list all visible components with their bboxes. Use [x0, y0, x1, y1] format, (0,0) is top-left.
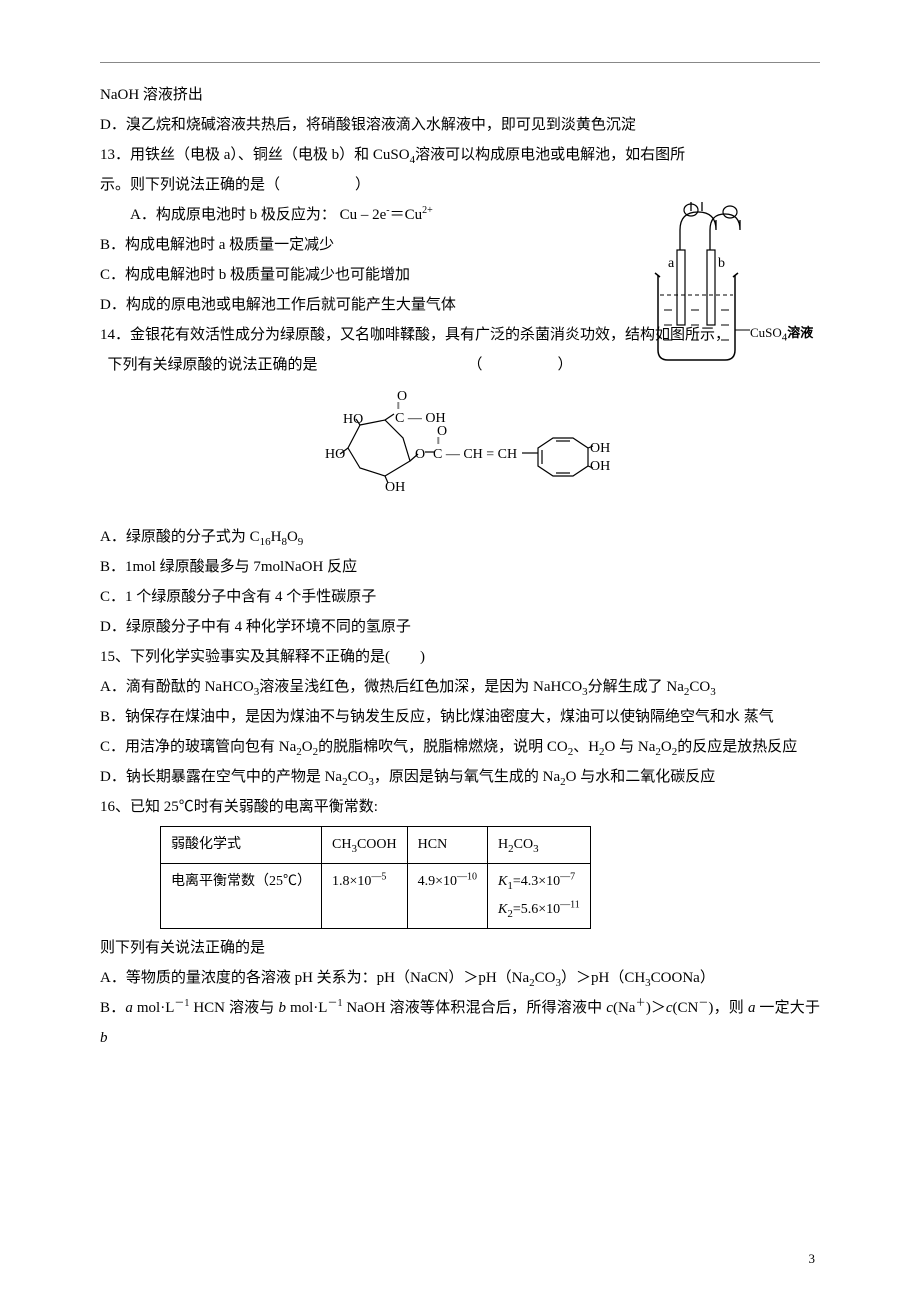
text: 一定大于 — [755, 1000, 820, 1016]
text: 示。则下列说法正确的是（ — [100, 177, 280, 193]
text: (CN — [673, 1000, 699, 1016]
q14-option-d: D．绿原酸分子中有 4 种化学环境不同的氢原子 — [100, 612, 820, 642]
text: COONa） — [651, 970, 715, 986]
text: A．等物质的量浓度的各溶液 pH 关系为：pH（NaCN）＞pH（Na — [100, 970, 529, 986]
continuation-line: NaOH 溶液挤出 — [100, 80, 820, 110]
text: C．用洁净的玻璃管向包有 Na — [100, 739, 296, 755]
q15-option-d: D．钠长期暴露在空气中的产物是 Na2CO3，原因是钠与氧气生成的 Na2O 与… — [100, 762, 820, 792]
text: mol·L — [286, 1000, 327, 1016]
text: 分解生成了 Na — [588, 679, 684, 695]
text: O 与水和二氧化碳反应 — [566, 769, 716, 785]
q16-option-b: B．a mol·L－1 HCN 溶液与 b mol·L－1 NaOH 溶液等体积… — [100, 993, 820, 1053]
text: O — [302, 739, 313, 755]
q13-stem-line2: 示。则下列说法正确的是（ ） — [100, 170, 820, 200]
text: A．绿原酸的分子式为 C — [100, 529, 260, 545]
q16-option-a: A．等物质的量浓度的各溶液 pH 关系为：pH（NaCN）＞pH（Na2CO3）… — [100, 963, 820, 993]
var-b: b — [279, 1000, 287, 1016]
table-cell: K1=4.3×10—7 K2=5.6×10—11 — [488, 863, 591, 928]
text: B． — [100, 1000, 125, 1016]
table-row: 弱酸化学式 CH3COOH HCN H2CO3 — [161, 826, 591, 863]
text: ） — [355, 177, 370, 193]
table-cell: 弱酸化学式 — [161, 826, 322, 863]
text: CO — [689, 679, 710, 695]
var-c: c — [666, 1000, 673, 1016]
q15-option-a: A．滴有酚酞的 NaHCO3溶液呈浅红色，微热后红色加深，是因为 NaHCO3分… — [100, 672, 820, 702]
q14-option-a: A．绿原酸的分子式为 C16H8O9 — [100, 522, 820, 552]
var-k1: K — [498, 874, 507, 889]
table-cell: 4.9×10—10 — [407, 863, 487, 928]
circuit-svg: a b — [650, 200, 820, 375]
var-k2: K — [498, 902, 507, 917]
header-rule — [100, 62, 820, 63]
text: ）＞pH（CH — [561, 970, 645, 986]
var-a: a — [125, 1000, 133, 1016]
text: ，原因是钠与氧气生成的 Na — [374, 769, 560, 785]
svg-text:C — CH = CH: C — CH = CH — [433, 447, 517, 462]
q13-stem-text: 13．用铁丝（电极 a）、铜丝（电极 b）和 CuSO — [100, 147, 410, 163]
q13-stem: 13．用铁丝（电极 a）、铜丝（电极 b）和 CuSO4溶液可以构成原电池或电解… — [100, 140, 820, 170]
text: O 与 Na — [605, 739, 656, 755]
q16-then: 则下列有关说法正确的是 — [100, 933, 820, 963]
table-cell: HCN — [407, 826, 487, 863]
text: NaOH 溶液等体积混合后，所得溶液中 — [342, 1000, 606, 1016]
text: 下列有关绿原酸的说法正确的是 — [108, 357, 318, 373]
q15-option-c: C．用洁净的玻璃管向包有 Na2O2的脱脂棉吹气，脱脂棉燃烧，说明 CO2、H2… — [100, 732, 820, 762]
text: O — [661, 739, 672, 755]
text: A．构成原电池时 b 极反应为： Cu – 2e — [130, 207, 386, 223]
svg-text:OH: OH — [590, 441, 610, 456]
svg-text:HO: HO — [325, 447, 345, 462]
q14-option-c: C．1 个绿原酸分子中含有 4 个手性碳原子 — [100, 582, 820, 612]
table-cell: CH3COOH — [322, 826, 408, 863]
text: CuSO — [750, 325, 782, 340]
table-cell: 电离平衡常数（25℃） — [161, 863, 322, 928]
text: O — [287, 529, 298, 545]
text: 的脱脂棉吹气，脱脂棉燃烧，说明 CO — [318, 739, 568, 755]
page-number: 3 — [809, 1246, 816, 1272]
text: 、H — [573, 739, 599, 755]
text: A．滴有酚酞的 NaHCO — [100, 679, 254, 695]
text: mol·L — [133, 1000, 174, 1016]
svg-text:OH: OH — [590, 459, 610, 474]
text: H — [271, 529, 282, 545]
text: 溶液 — [787, 325, 813, 340]
q14-option-b: B．1mol 绿原酸最多与 7molNaOH 反应 — [100, 552, 820, 582]
text: CO — [535, 970, 556, 986]
text: 的反应是放热反应 — [677, 739, 797, 755]
svg-text:‖: ‖ — [437, 436, 440, 447]
q12-option-d: D．溴乙烷和烧碱溶液共热后，将硝酸银溶液滴入水解液中，即可见到淡黄色沉淀 — [100, 110, 820, 140]
table-cell: 1.8×10—5 — [322, 863, 408, 928]
cuso4-label: CuSO4溶液 — [750, 320, 813, 346]
svg-text:a: a — [668, 256, 675, 271]
q13-stem-text2: 溶液可以构成原电池或电解池，如右图所 — [415, 147, 685, 163]
text: (Na — [613, 1000, 636, 1016]
text: CO — [348, 769, 369, 785]
circuit-diagram: a b CuSO4溶液 — [650, 200, 820, 375]
svg-text:b: b — [718, 256, 725, 271]
text: D．钠长期暴露在空气中的产物是 Na — [100, 769, 342, 785]
text: ＝Cu — [390, 207, 423, 223]
text: 溶液呈浅红色，微热后红色加深，是因为 NaHCO — [259, 679, 582, 695]
q16-stem: 16、已知 25℃时有关弱酸的电离平衡常数: — [100, 792, 820, 822]
var-c: c — [606, 1000, 613, 1016]
chem-structure: O ‖ C — OH HO O ‖ HO O C — CH = CH OH OH… — [100, 388, 820, 514]
superscript: 2+ — [422, 205, 433, 216]
table-row: 电离平衡常数（25℃） 1.8×10—5 4.9×10—10 K1=4.3×10… — [161, 863, 591, 928]
table-cell: H2CO3 — [488, 826, 591, 863]
text: )，则 — [708, 1000, 748, 1016]
text: HCN 溶液与 — [189, 1000, 278, 1016]
text: )＞ — [646, 1000, 666, 1016]
var-b: b — [100, 1030, 108, 1046]
q15-option-b: B．钠保存在煤油中，是因为煤油不与钠发生反应，钠比煤油密度大，煤油可以使钠隔绝空… — [100, 702, 820, 732]
q15-stem: 15、下列化学实验事实及其解释不正确的是( ) — [100, 642, 820, 672]
acid-table: 弱酸化学式 CH3COOH HCN H2CO3 电离平衡常数（25℃） 1.8×… — [160, 826, 591, 929]
